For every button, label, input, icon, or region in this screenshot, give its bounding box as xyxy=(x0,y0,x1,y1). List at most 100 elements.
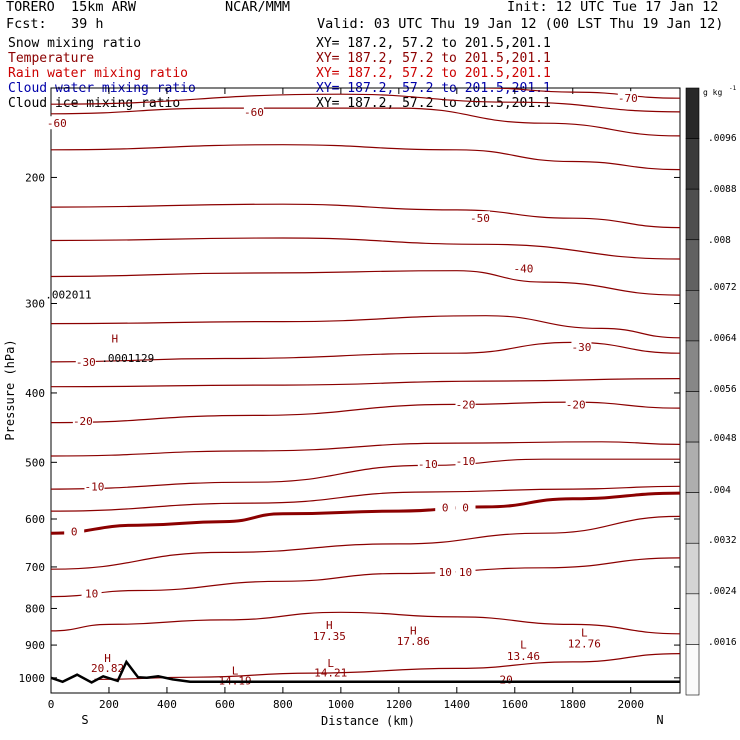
contour-label-bg xyxy=(243,104,264,118)
plot-frame xyxy=(50,87,681,694)
colorbar-swatch xyxy=(685,87,700,139)
temperature-contour-label: -30 xyxy=(76,356,96,369)
temperature-contour-label: 10 xyxy=(459,566,472,579)
temperature-contour-label: 0 xyxy=(442,501,449,514)
temperature-contour xyxy=(485,88,680,99)
temperature-contour xyxy=(51,144,680,171)
contour-label-bg xyxy=(455,397,476,411)
colorbar-swatch xyxy=(685,492,700,544)
y-tick-label: 900 xyxy=(25,639,45,652)
x-axis-title: Distance (km) xyxy=(321,714,415,728)
colorbar-unit-exponent: -1 xyxy=(729,85,737,92)
x-tick-label: 200 xyxy=(99,698,119,711)
contour-label-bg xyxy=(75,354,96,368)
extremum-label: L xyxy=(232,665,239,678)
extremum-label: 20.82 xyxy=(91,662,124,675)
legend-xy-rain: XY= 187.2, 57.2 to 201.5,201.1 xyxy=(316,66,551,81)
colorbar-swatch xyxy=(685,239,700,291)
temperature-contour-label: -70 xyxy=(618,92,638,105)
temperature-contour-label: -20 xyxy=(456,398,476,411)
x-tick-label: 0 xyxy=(48,698,55,711)
colorbar-tick-label: .0048 xyxy=(708,433,737,444)
contour-label-bg xyxy=(435,500,456,514)
temperature-contour xyxy=(51,441,680,457)
contour-label-bg xyxy=(72,414,93,428)
y-tick-label: 200 xyxy=(25,171,45,184)
valid-time: Valid: 03 UTC Thu 19 Jan 12 (00 LST Thu … xyxy=(317,16,724,32)
extremum-label: 12.76 xyxy=(568,637,601,650)
legend-name-rain: Rain water mixing ratio xyxy=(8,66,189,81)
center-name: NCAR/MMM xyxy=(225,0,291,15)
y-tick-label: 1000 xyxy=(19,672,46,685)
extremum-label: 17.86 xyxy=(397,635,430,648)
contour-label-bg xyxy=(435,565,456,579)
temperature-contour xyxy=(51,611,680,635)
y-tick-label: 600 xyxy=(25,513,45,526)
x-tick-label: 400 xyxy=(157,698,177,711)
colorbar-swatch xyxy=(685,340,700,392)
contour-label-bg xyxy=(64,524,85,538)
colorbar-tick-label: .0024 xyxy=(708,586,737,597)
legend-xy-snow: XY= 187.2, 57.2 to 201.5,201.1 xyxy=(316,36,551,51)
temperature-contour xyxy=(51,237,680,260)
temperature-contour xyxy=(94,653,680,680)
temperature-contour-label: 0 xyxy=(71,526,78,539)
x-tick-label: 1600 xyxy=(502,698,529,711)
x-axis-south-label: S xyxy=(81,713,88,727)
temperature-contour xyxy=(51,515,680,570)
y-tick-label: 800 xyxy=(25,602,45,615)
temperature-contour-label: -60 xyxy=(244,106,264,119)
temperature-contour xyxy=(51,107,680,137)
temperature-contour-label: -40 xyxy=(514,262,534,275)
contour-label-bg xyxy=(513,261,534,275)
x-tick-label: 1400 xyxy=(444,698,471,711)
colorbar-tick-label: .008 xyxy=(708,235,731,246)
init-time: Init: 12 UTC Tue 17 Jan 12 xyxy=(507,0,719,15)
extremum-label: H xyxy=(326,619,333,632)
contour-label-bg xyxy=(455,565,476,579)
temperature-contour-label: -20 xyxy=(73,415,93,428)
extremum-label: .002011 xyxy=(45,288,91,301)
extremum-label: L xyxy=(327,657,334,670)
colorbar-swatch xyxy=(685,593,700,645)
x-axis-north-label: N xyxy=(656,713,663,727)
x-tick-label: 800 xyxy=(273,698,293,711)
x-tick-label: 1000 xyxy=(328,698,355,711)
temperature-contour xyxy=(51,315,680,339)
colorbar-swatch xyxy=(685,290,700,342)
colorbar-swatch xyxy=(685,391,700,443)
contour-label-bg xyxy=(84,479,105,493)
colorbar-tick-label: .0056 xyxy=(708,384,737,395)
y-axis-title: Pressure (hPa) xyxy=(3,339,17,440)
legend-xy-temperature: XY= 187.2, 57.2 to 201.5,201.1 xyxy=(316,51,551,66)
extremum-label: H xyxy=(104,652,111,665)
extremum-label: L xyxy=(581,626,588,639)
temperature-contour xyxy=(51,203,680,229)
x-tick-label: 1200 xyxy=(386,698,413,711)
temperature-contour-label: -30 xyxy=(572,341,592,354)
x-tick-label: 1800 xyxy=(560,698,587,711)
temperature-contour xyxy=(51,378,680,388)
temperature-contour xyxy=(51,341,680,363)
temperature-contour xyxy=(51,458,680,490)
colorbar-tick-label: .0096 xyxy=(708,133,737,144)
colorbar-swatch xyxy=(685,138,700,190)
contour-label-bg xyxy=(455,454,476,468)
temperature-contour xyxy=(51,491,680,535)
temperature-contour-label: -10 xyxy=(85,480,105,493)
colorbar-tick-label: .0032 xyxy=(708,535,737,546)
forecast-hour: Fcst: 39 h xyxy=(6,16,104,32)
temperature-contour-label: -60 xyxy=(47,117,67,130)
contour-label-bg xyxy=(81,586,102,600)
contour-label-bg xyxy=(565,397,586,411)
colorbar-swatch xyxy=(685,441,700,493)
colorbar-tick-label: .004 xyxy=(708,485,731,496)
temperature-contour-label: -10 xyxy=(456,455,476,468)
temperature-contour-label: 20 xyxy=(499,673,512,686)
colorbar-unit: g kg xyxy=(703,88,722,97)
y-tick-label: 400 xyxy=(25,387,45,400)
y-tick-label: 300 xyxy=(25,298,45,311)
extremum-label: H xyxy=(410,625,417,638)
colorbar-tick-label: .0088 xyxy=(708,184,737,195)
